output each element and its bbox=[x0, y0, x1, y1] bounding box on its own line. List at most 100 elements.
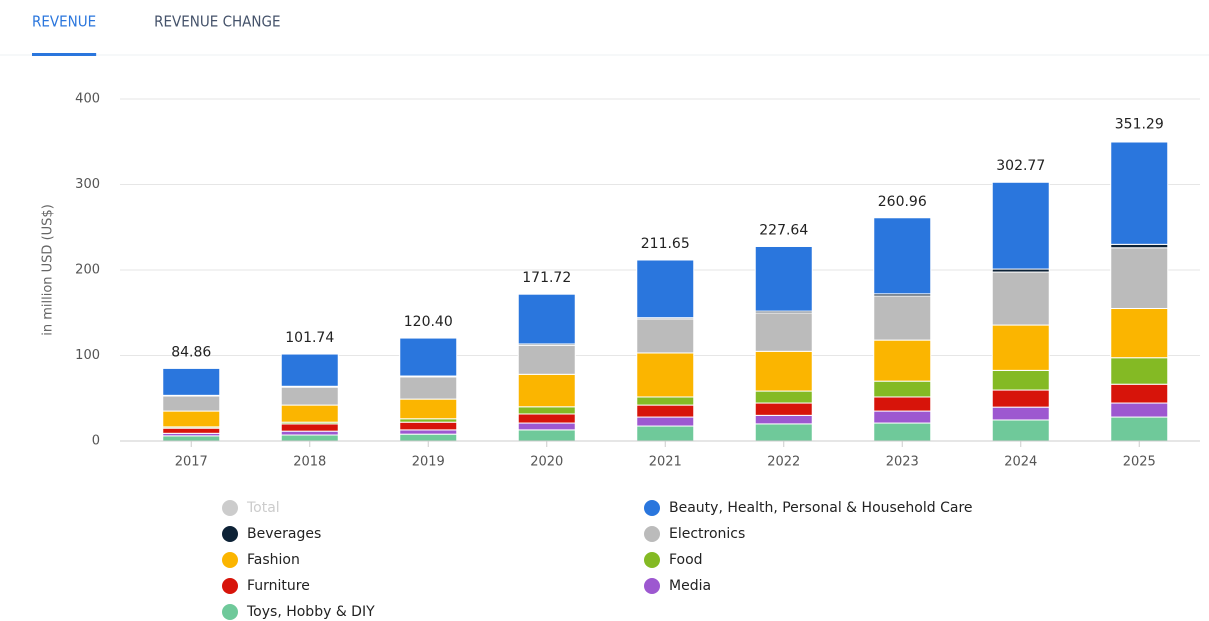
total-label: 120.40 bbox=[404, 314, 453, 330]
bar-segment bbox=[873, 422, 932, 442]
x-tick-label: 2022 bbox=[767, 455, 800, 470]
bar-segment bbox=[754, 350, 813, 392]
x-tick-label: 2024 bbox=[1004, 455, 1037, 470]
total-label: 171.72 bbox=[522, 270, 571, 286]
total-label: 351.29 bbox=[1115, 117, 1164, 133]
bar-segment bbox=[636, 425, 695, 442]
bar-segment bbox=[280, 353, 339, 387]
tab[interactable]: REVENUE bbox=[32, 13, 96, 31]
bar-segment bbox=[517, 413, 576, 424]
bar-segment bbox=[517, 422, 576, 431]
y-tick-label: 200 bbox=[75, 263, 100, 278]
total-label: 260.96 bbox=[878, 194, 927, 210]
bar-segment bbox=[991, 324, 1050, 371]
tab[interactable]: REVENUE CHANGE bbox=[154, 13, 280, 31]
bar-segment bbox=[991, 419, 1050, 442]
bar-segment bbox=[162, 435, 221, 442]
bar-segment bbox=[1110, 307, 1169, 359]
y-tick-label: 0 bbox=[92, 434, 100, 449]
bar-segment bbox=[873, 339, 932, 382]
bar-segment bbox=[754, 312, 813, 352]
bar-segment bbox=[1110, 247, 1169, 309]
legend-swatch bbox=[222, 552, 238, 568]
bar-segment bbox=[636, 416, 695, 427]
bar-segment bbox=[1110, 141, 1169, 245]
bar-segment bbox=[399, 433, 458, 442]
bar-segment bbox=[399, 337, 458, 377]
bar-segment bbox=[991, 181, 1050, 270]
legend-label[interactable]: Beauty, Health, Personal & Household Car… bbox=[669, 500, 973, 516]
bar-segment bbox=[873, 396, 932, 412]
bar-segment bbox=[754, 402, 813, 416]
y-tick-label: 400 bbox=[75, 92, 100, 107]
bar-segment bbox=[1110, 402, 1169, 418]
bar-segment bbox=[636, 259, 695, 319]
bar-segment bbox=[991, 369, 1050, 391]
bar-segment bbox=[399, 421, 458, 431]
legend-swatch bbox=[222, 526, 238, 542]
bar-segment bbox=[1110, 383, 1169, 404]
total-label: 101.74 bbox=[285, 330, 334, 346]
legend-swatch bbox=[222, 578, 238, 594]
bar-segment bbox=[399, 418, 458, 423]
legend-label[interactable]: Media bbox=[669, 578, 711, 594]
legend-swatch bbox=[222, 500, 238, 516]
legend-swatch bbox=[222, 604, 238, 620]
bar-segment bbox=[162, 410, 221, 428]
bar-segment bbox=[991, 389, 1050, 408]
bar-segment bbox=[280, 423, 339, 432]
bar-segment bbox=[873, 410, 932, 424]
legend-swatch bbox=[644, 578, 660, 594]
legend-swatch bbox=[644, 526, 660, 542]
bar-segment bbox=[162, 395, 221, 412]
legend-swatch bbox=[644, 500, 660, 516]
bar-segment bbox=[754, 414, 813, 425]
y-tick-label: 300 bbox=[75, 177, 100, 192]
bar-segment bbox=[754, 390, 813, 404]
legend-label[interactable]: Furniture bbox=[247, 578, 310, 594]
total-label: 211.65 bbox=[641, 236, 690, 252]
x-tick-label: 2019 bbox=[412, 455, 445, 470]
legend-swatch bbox=[644, 552, 660, 568]
bar-segment bbox=[399, 429, 458, 435]
bar-segment bbox=[517, 344, 576, 375]
bar-segment bbox=[754, 423, 813, 442]
bar-segment bbox=[636, 396, 695, 406]
bar-segment bbox=[754, 245, 813, 312]
total-label: 302.77 bbox=[996, 158, 1045, 174]
legend-label[interactable]: Fashion bbox=[247, 552, 300, 568]
total-label: 84.86 bbox=[171, 344, 211, 360]
bar-segment bbox=[399, 398, 458, 420]
bar-segment bbox=[517, 406, 576, 415]
bar-segment bbox=[991, 406, 1050, 421]
legend-label[interactable]: Food bbox=[669, 552, 703, 568]
bar-segment bbox=[517, 429, 576, 442]
bar-segment bbox=[873, 217, 932, 295]
y-tick-label: 100 bbox=[75, 348, 100, 363]
total-label: 227.64 bbox=[759, 222, 808, 238]
x-tick-label: 2018 bbox=[293, 455, 326, 470]
legend-label[interactable]: Total bbox=[246, 500, 280, 516]
legend-label[interactable]: Electronics bbox=[669, 526, 745, 542]
bar-segment bbox=[399, 376, 458, 400]
x-tick-label: 2025 bbox=[1123, 455, 1156, 470]
bar-segment bbox=[873, 380, 932, 398]
bar-segment bbox=[280, 434, 339, 442]
legend-label[interactable]: Beverages bbox=[247, 526, 321, 542]
bar-segment bbox=[280, 386, 339, 406]
y-axis-title: in million USD (US$) bbox=[41, 204, 56, 336]
bar-segment bbox=[280, 430, 339, 436]
x-tick-label: 2017 bbox=[175, 455, 208, 470]
bar-segment bbox=[873, 295, 932, 341]
bar-segment bbox=[991, 271, 1050, 326]
legend-label[interactable]: Toys, Hobby & DIY bbox=[246, 604, 375, 620]
x-tick-label: 2023 bbox=[886, 455, 919, 470]
bar-segment bbox=[517, 293, 576, 345]
tab-underline bbox=[32, 53, 97, 56]
bar-segment bbox=[636, 404, 695, 418]
bar-segment bbox=[1110, 243, 1169, 249]
bar-segment bbox=[636, 318, 695, 354]
x-tick-label: 2021 bbox=[649, 455, 682, 470]
bar-segment bbox=[280, 404, 339, 423]
